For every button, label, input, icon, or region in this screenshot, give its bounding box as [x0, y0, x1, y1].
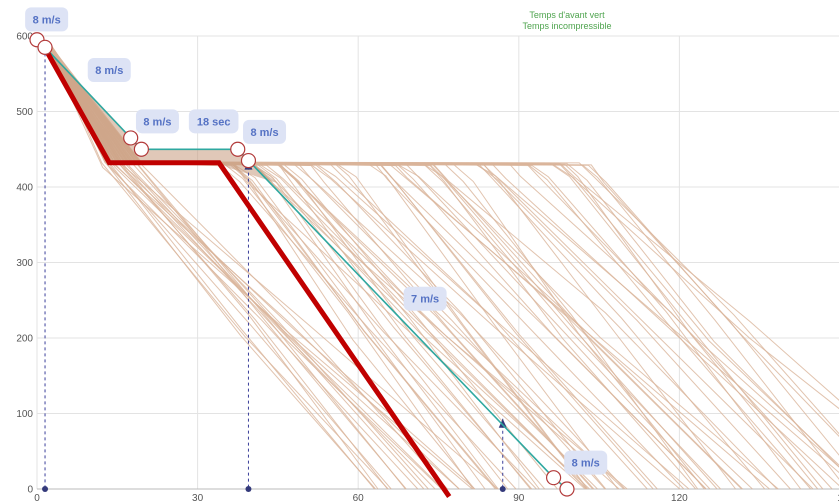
simulated-trajectory [42, 43, 498, 490]
callout-box [25, 7, 69, 32]
callout-label: 7 m/s [411, 294, 439, 306]
callout-box [564, 450, 608, 475]
simulated-trajectory [47, 43, 499, 490]
guide-base-dot [245, 486, 252, 492]
guide-base-dot [499, 486, 506, 492]
trajectory-marker [240, 152, 257, 169]
speed-callout: 8 m/s [25, 7, 69, 32]
x-tick-label: 30 [192, 493, 204, 504]
x-tick-label: 90 [513, 493, 525, 504]
callout-box [135, 109, 179, 134]
trajectory-marker [123, 130, 139, 146]
vertical-guides [42, 47, 507, 492]
trajectory-marker [133, 141, 149, 157]
guide-arrow [498, 418, 507, 428]
trajectory-marker [230, 141, 246, 157]
x-tick-label: 120 [671, 493, 688, 504]
guide-base-dot [42, 486, 49, 492]
simulated-trajectory [44, 43, 476, 490]
legend-item-incompressible: Temps incompressible [522, 21, 611, 31]
simulated-trajectory [46, 43, 442, 490]
callout-box [403, 286, 447, 311]
simulated-trajectory [41, 43, 499, 490]
trajectory-marker [545, 470, 562, 486]
speed-callout: 7 m/s [403, 286, 447, 311]
legend: Temps d'avant vert Temps incompressible [522, 10, 611, 31]
simulated-trajectory [42, 43, 475, 490]
callout-label: 8 m/s [95, 65, 123, 77]
y-tick-label: 600 [16, 32, 33, 43]
trajectory-marker [37, 39, 53, 55]
y-tick-label: 300 [16, 258, 33, 269]
trajectory-markers [29, 32, 575, 497]
axes: 0 100 200 300 400 500 600 0 30 60 90 120 1 [16, 32, 839, 504]
speed-callout: 8 m/s [243, 119, 287, 144]
y-tick-label: 0 [27, 485, 33, 496]
reference-line [36, 39, 568, 490]
x-tick-label: 0 [34, 493, 40, 504]
worst-case-trajectory [40, 42, 452, 499]
callout-box [243, 119, 287, 144]
callout-box [188, 109, 239, 134]
speed-callouts: 8 m/s 8 m/s 8 m/s 18 sec 8 m/s 7 m/s 8 m/s [25, 7, 608, 475]
y-tick-label: 100 [16, 409, 33, 420]
x-tick-label: 60 [353, 493, 365, 504]
simulated-trajectory [47, 43, 589, 490]
simulated-trajectory [45, 43, 486, 490]
speed-callout: 18 sec [188, 109, 239, 134]
grid [36, 35, 839, 490]
worst-case-line [40, 42, 452, 499]
callout-label: 8 m/s [143, 116, 171, 128]
trajectory-marker [559, 481, 575, 497]
speed-callout: 8 m/s [87, 57, 131, 82]
x-tick-label: 1 [837, 493, 839, 504]
callout-label: 8 m/s [33, 14, 61, 26]
simulated-trajectory [43, 43, 517, 490]
simulated-trajectory [49, 43, 558, 490]
speed-callout: 8 m/s [564, 450, 608, 475]
callout-label: 18 sec [197, 116, 231, 128]
speed-callout: 8 m/s [135, 109, 179, 134]
simulated-trajectory [48, 43, 474, 490]
reference-trajectory [36, 39, 568, 490]
simulated-trajectory [46, 43, 444, 490]
callout-label: 8 m/s [572, 458, 600, 470]
callout-box [87, 57, 131, 82]
y-tick-label: 400 [16, 183, 33, 194]
legend-item-avant-vert: Temps d'avant vert [529, 10, 605, 20]
callout-label: 8 m/s [250, 127, 278, 139]
y-tick-label: 500 [16, 107, 33, 118]
y-tick-label: 200 [16, 334, 33, 345]
